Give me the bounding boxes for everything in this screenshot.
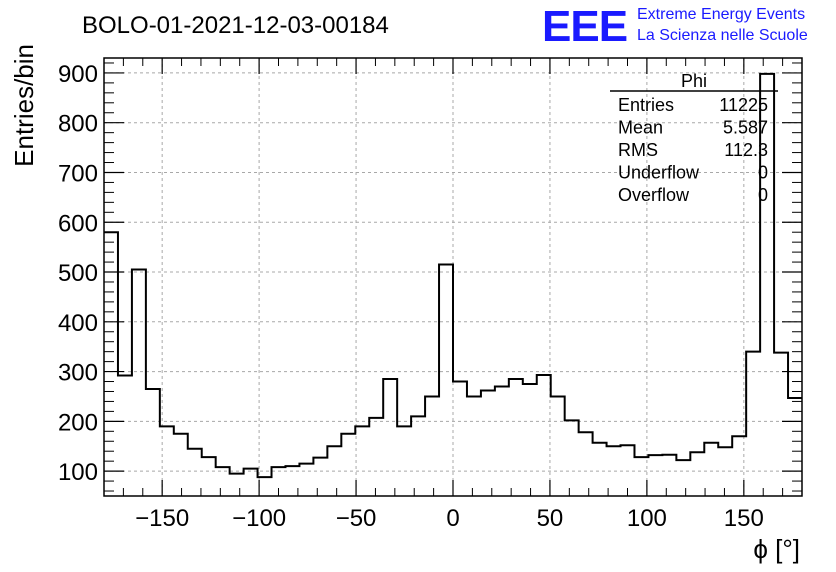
stats-value: 0 [758, 185, 768, 205]
axis-ticks [103, 58, 803, 496]
stats-value: 0 [758, 163, 768, 183]
x-axis-title: ϕ [°] [753, 534, 800, 564]
y-tick-label: 100 [58, 459, 98, 486]
stats-label: Overflow [618, 185, 690, 205]
x-tick-label: −100 [232, 505, 286, 532]
eee-logo: EEE Extreme Energy Events La Scienza nel… [542, 2, 808, 51]
stats-value: 112.3 [724, 140, 768, 160]
logo-mark: EEE [542, 2, 627, 51]
stats-value: 5.587 [723, 118, 768, 138]
stats-value: 11225 [719, 95, 768, 115]
chart-title: BOLO-01-2021-12-03-00184 [82, 12, 389, 39]
x-tick-labels: −150 −100 −50 0 50 100 150 [135, 505, 764, 532]
x-tick-label: 100 [627, 505, 667, 532]
logo-line-2: La Scienza nelle Scuole [637, 27, 808, 44]
x-tick-label: 150 [724, 505, 764, 532]
plot-frame [103, 57, 803, 497]
stats-label: Entries [618, 95, 674, 115]
y-tick-label: 200 [58, 409, 98, 436]
y-tick-labels: 100 200 300 400 500 600 700 800 900 [58, 61, 98, 486]
histogram-line [104, 72, 802, 479]
stats-label: Underflow [618, 163, 700, 183]
y-tick-label: 300 [58, 360, 98, 387]
stats-title: Phi [681, 71, 707, 91]
x-tick-label: 50 [537, 505, 564, 532]
x-tick-label: −50 [336, 505, 377, 532]
stats-label: Mean [618, 118, 663, 138]
y-tick-label: 500 [58, 260, 98, 287]
x-tick-label: −150 [135, 505, 189, 532]
y-tick-label: 700 [58, 160, 98, 187]
grid-lines [104, 58, 802, 496]
y-tick-label: 900 [58, 61, 98, 88]
stats-box: Phi Entries 11225 Mean 5.587 RMS 112.3 Underfl… [610, 71, 778, 205]
stats-label: RMS [618, 140, 658, 160]
logo-line-1: Extreme Energy Events [637, 6, 805, 23]
y-axis-title: Entries/bin [9, 44, 39, 167]
y-tick-label: 800 [58, 111, 98, 138]
x-tick-label: 0 [446, 505, 459, 532]
y-tick-label: 400 [58, 310, 98, 337]
y-tick-label: 600 [58, 210, 98, 237]
